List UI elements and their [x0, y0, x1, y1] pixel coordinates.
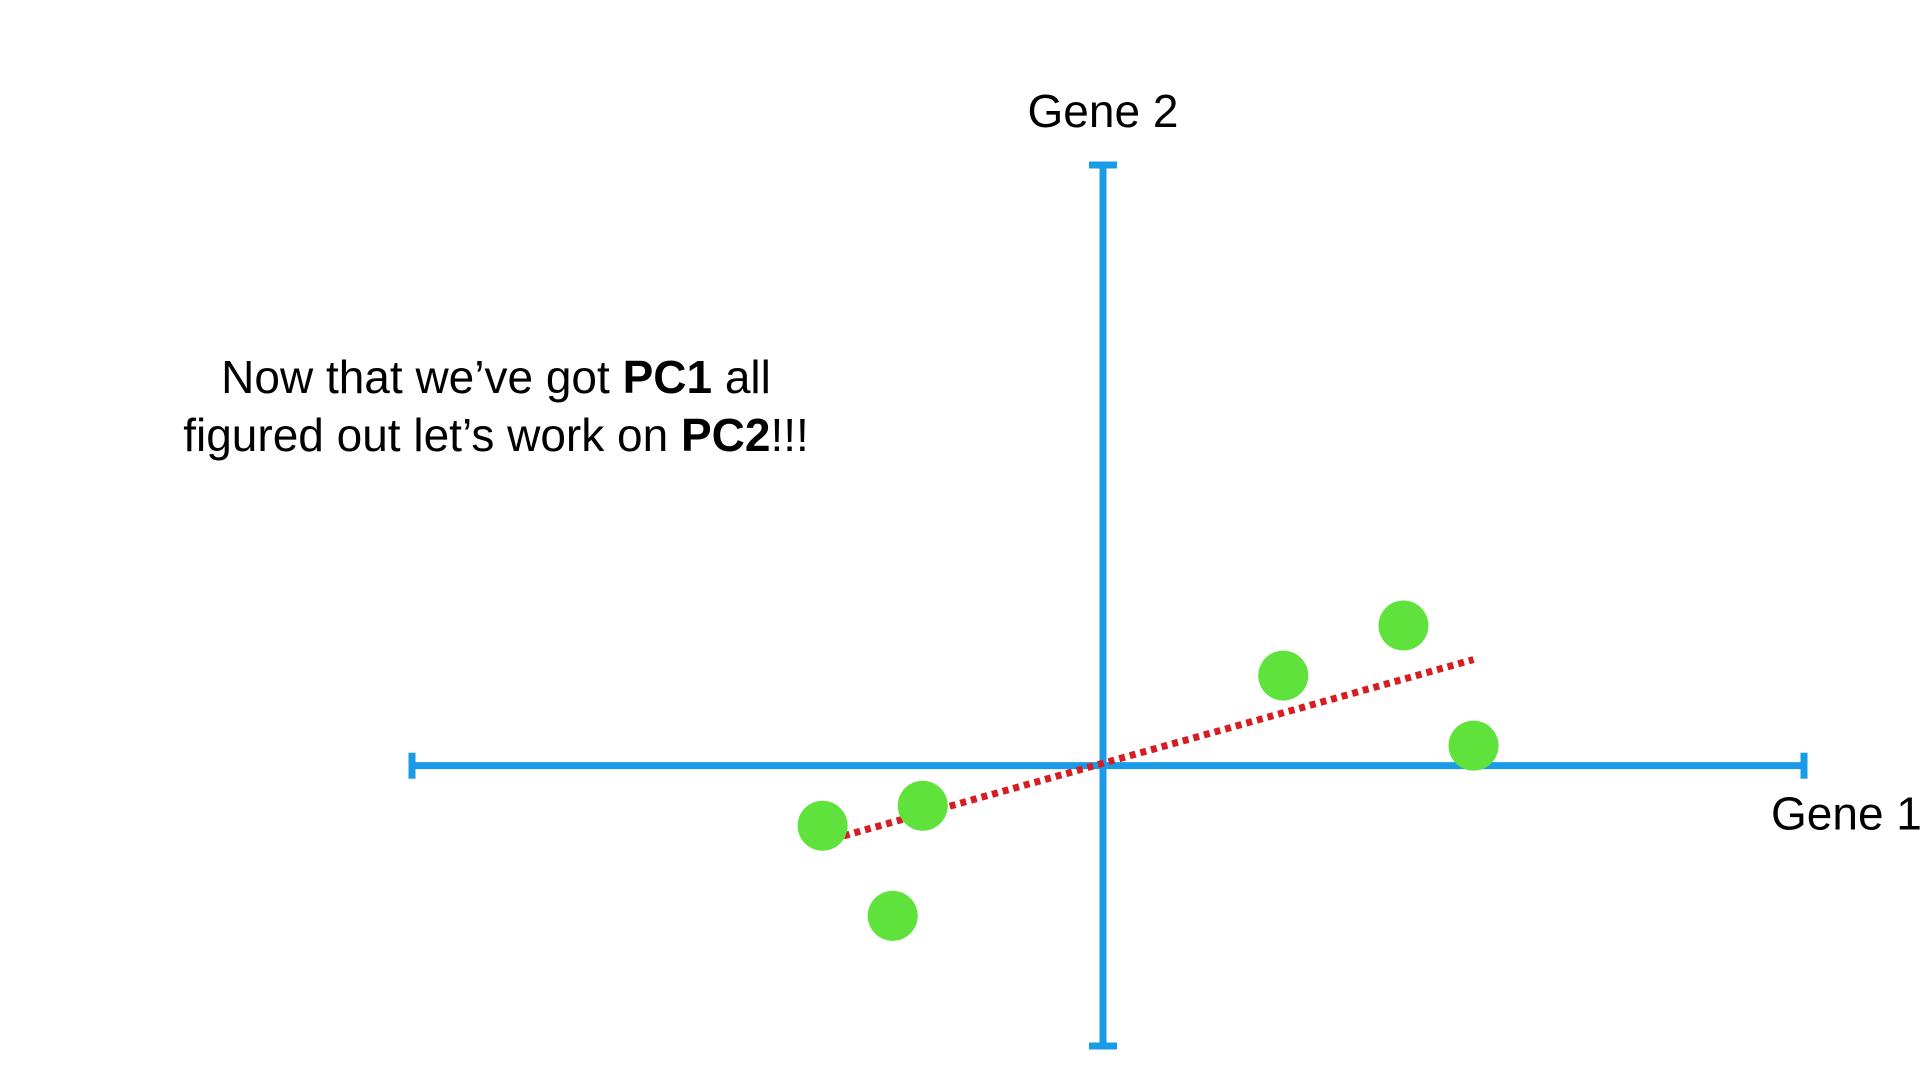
note-line-1-end: all [712, 351, 771, 403]
note-line-2: figured out let’s work on PC2!!! [183, 409, 809, 461]
data-points [797, 600, 1499, 941]
data-point [1258, 650, 1309, 701]
data-point [867, 890, 918, 941]
note-line-1-start: Now that we’ve got [221, 351, 622, 403]
data-point [1378, 600, 1429, 651]
data-point [897, 780, 948, 831]
data-point [797, 800, 848, 851]
x-axis-label: Gene 1 [1771, 788, 1920, 840]
note-line-1: Now that we’ve got PC1 all [221, 351, 771, 403]
note-line-2-start: figured out let’s work on [183, 409, 681, 461]
note-pc2-label: PC2 [681, 409, 770, 461]
y-axis-label: Gene 2 [1028, 85, 1179, 137]
note-line-2-end: !!! [770, 409, 808, 461]
note-pc1-label: PC1 [623, 351, 712, 403]
axes [408, 161, 1808, 1050]
data-point [1448, 720, 1499, 771]
